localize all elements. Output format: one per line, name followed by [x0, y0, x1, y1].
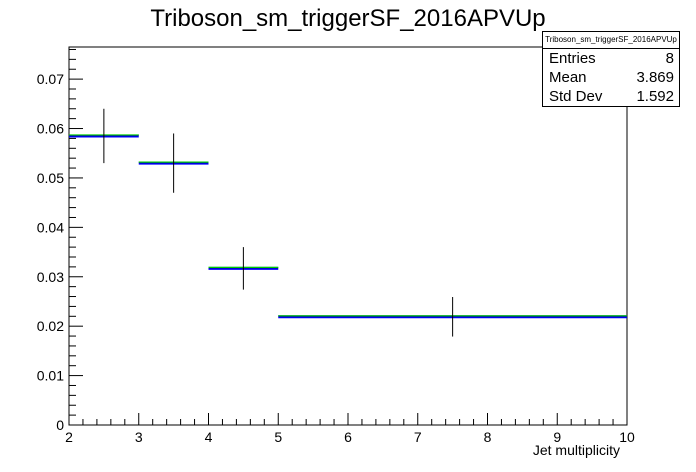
y-axis-ticks: [69, 48, 83, 426]
stats-label: Std Dev: [549, 88, 603, 105]
x-tick-label: 7: [414, 429, 422, 445]
stats-value: 1.592: [636, 88, 674, 105]
y-axis-labels: 0 0.01 0.02 0.03 0.04 0.05 0.06 0.07: [37, 71, 64, 433]
histogram-bin: [69, 108, 139, 164]
x-axis-title: Jet multiplicity: [533, 442, 620, 458]
x-tick-label: 2: [65, 429, 73, 445]
x-tick-label: 3: [135, 429, 143, 445]
x-axis-ticks: [68, 413, 628, 425]
histogram-bin: [138, 133, 209, 193]
stats-title: Triboson_sm_triggerSF_2016APVUp: [543, 32, 679, 49]
x-tick-label: 9: [553, 429, 561, 445]
y-tick-label: 0.06: [37, 121, 64, 137]
y-tick-label: 0.07: [37, 71, 64, 87]
histogram-bins: [69, 108, 627, 337]
x-tick-label: 6: [344, 429, 352, 445]
chart-title: Triboson_sm_triggerSF_2016APVUp: [150, 5, 545, 32]
y-tick-label: 0.04: [37, 219, 64, 235]
stats-label: Mean: [549, 69, 587, 86]
stats-row-mean: Mean 3.869: [543, 68, 679, 87]
y-tick-label: 0.05: [37, 170, 64, 186]
x-tick-label: 10: [619, 429, 635, 445]
stats-value: 8: [665, 50, 674, 67]
stats-value: 3.869: [636, 69, 674, 86]
y-tick-label: 0.03: [37, 269, 64, 285]
y-tick-label: 0.01: [37, 368, 64, 384]
y-tick-label: 0.02: [37, 318, 64, 334]
x-tick-label: 5: [274, 429, 282, 445]
stats-row-entries: Entries 8: [543, 49, 679, 68]
stats-row-stddev: Std Dev 1.592: [543, 87, 679, 106]
histogram-bin: [208, 247, 279, 290]
histogram-bin: [278, 297, 627, 337]
x-axis-labels: 2 3 4 5 6 7 8 9 10: [65, 429, 635, 445]
stats-box: Triboson_sm_triggerSF_2016APVUp Entries …: [542, 31, 680, 107]
x-tick-label: 8: [484, 429, 492, 445]
stats-label: Entries: [549, 50, 596, 67]
y-tick-label: 0: [56, 417, 64, 433]
x-tick-label: 4: [205, 429, 213, 445]
